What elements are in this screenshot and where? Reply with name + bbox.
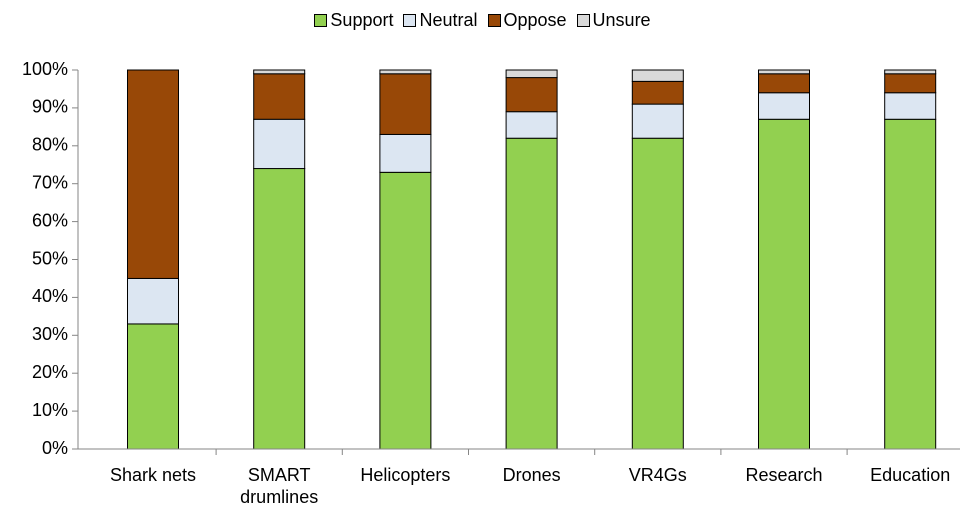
legend-swatch (403, 14, 417, 27)
bar-segment (758, 92, 810, 120)
bar-segment (127, 323, 179, 450)
bar-segment (379, 171, 432, 450)
bar-segment (253, 73, 306, 120)
legend-swatch (487, 14, 501, 27)
bar-segment (631, 69, 684, 82)
bar-segment (253, 69, 306, 75)
y-tick-label: 90% (32, 97, 68, 117)
bar-segment (379, 69, 432, 75)
legend: Support Neutral Oppose Unsure (0, 10, 965, 31)
y-tick-label: 0% (42, 438, 68, 458)
bar-segment (884, 69, 937, 75)
x-tick-label: SMART drumlines (240, 465, 319, 507)
legend-item: Unsure (576, 10, 651, 31)
y-tick-label: 40% (32, 286, 68, 306)
bar-segment (631, 80, 684, 105)
bar-segment (379, 133, 432, 173)
x-tick-label: Helicopters (360, 465, 451, 485)
y-tick-label: 80% (32, 135, 68, 155)
legend-swatch (576, 14, 590, 27)
legend-label: Oppose (503, 10, 567, 30)
bar-segment (884, 92, 937, 120)
bar-segment (379, 73, 432, 135)
bar-segment (631, 137, 684, 450)
legend-label: Neutral (419, 10, 478, 30)
x-tick-label: Drones (502, 465, 561, 485)
y-tick-label: 60% (32, 210, 68, 230)
x-tick-label: VR4Gs (628, 465, 687, 485)
bar-segment (884, 118, 937, 450)
bar-segment (505, 77, 558, 113)
bar-segment (505, 111, 558, 139)
bar-segment (758, 118, 810, 450)
y-tick-label: 30% (32, 324, 68, 344)
bar-segment (505, 69, 558, 79)
y-tick-label: 10% (32, 400, 68, 420)
y-tick-label: 70% (32, 172, 68, 192)
y-tick-label: 50% (32, 248, 68, 268)
x-tick-label: Research (745, 465, 823, 485)
bar-segment (127, 277, 179, 325)
x-tick-label: Shark nets (109, 465, 196, 485)
legend-label: Support (330, 10, 394, 30)
bar-segment (884, 73, 937, 94)
legend-item: Oppose (487, 10, 567, 31)
bar-segment (758, 73, 810, 94)
bar-segment (253, 168, 306, 450)
legend-item: Support (314, 10, 393, 31)
bar-segment (631, 103, 684, 139)
legend-item: Neutral (403, 10, 478, 31)
legend-label: Unsure (592, 10, 651, 30)
x-tick-label: Education (870, 465, 951, 485)
y-tick-label: 20% (32, 362, 68, 382)
bar-segment (505, 137, 558, 450)
bar-segment (127, 69, 179, 279)
bar-segment (758, 69, 810, 75)
bar-segment (253, 118, 306, 170)
y-tick-label: 100% (22, 59, 68, 79)
legend-swatch (314, 14, 328, 27)
